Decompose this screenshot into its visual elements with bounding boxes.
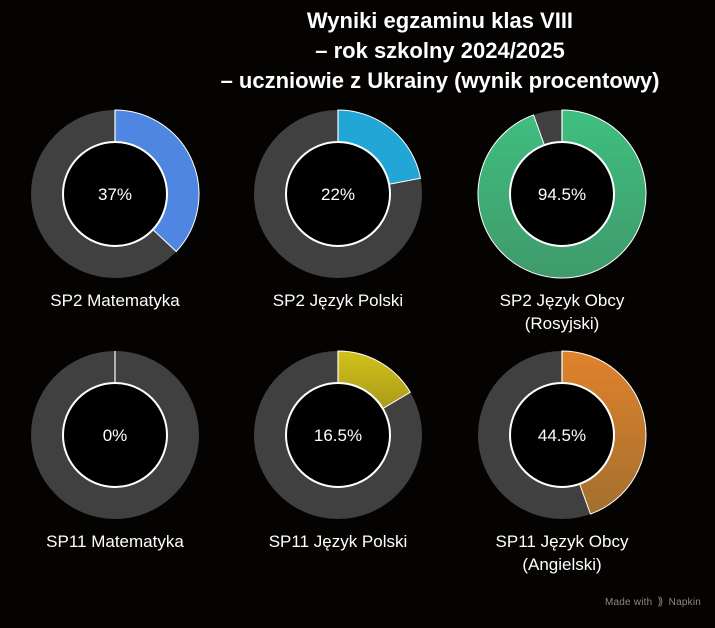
donut-2: 22% <box>254 109 422 278</box>
donut-caption: SP2 Język Polski <box>223 289 453 312</box>
title-line-3: – uczniowie z Ukrainy (wynik procentowy) <box>220 68 660 93</box>
donut-caption-line-1: SP2 Matematyka <box>50 291 180 310</box>
donut-caption-line-2: (Rosyjski) <box>524 314 600 333</box>
donut-caption: SP2 Język Obcy (Rosyjski) <box>447 289 677 335</box>
donut-caption: SP11 Język Polski <box>223 530 453 553</box>
donut-caption-line-1: SP11 Język Polski <box>268 532 408 551</box>
donut-6: 44.5% <box>478 350 647 519</box>
chart-title: Wyniki egzaminu klas VIII – rok szkolny … <box>170 6 710 96</box>
donut-1: 37% <box>31 109 200 278</box>
donut-caption-line-1: SP11 Matematyka <box>46 532 184 551</box>
donut-value-label: 94.5% <box>538 185 586 204</box>
donut-value-label: 22% <box>321 185 355 204</box>
donut-value-label: 44.5% <box>538 426 586 445</box>
donut-hole <box>285 141 391 247</box>
donut-value-label: 0% <box>103 426 128 445</box>
donut-hole <box>509 141 615 247</box>
title-line-1: Wyniki egzaminu klas VIII <box>306 8 574 33</box>
donut-hole <box>285 382 391 488</box>
donut-caption: SP11 Matematyka <box>0 530 230 553</box>
donut-3: 94.5% <box>477 109 647 279</box>
donut-hole <box>62 141 168 247</box>
donut-caption-line-2: (Angielski) <box>522 555 602 574</box>
donut-caption-line-1: SP2 Język Obcy <box>499 291 625 310</box>
watermark: Made with ⟫ Napkin <box>605 595 701 608</box>
watermark-prefix: Made with <box>604 597 653 608</box>
donut-hole <box>62 382 168 488</box>
watermark-brand: Napkin <box>668 597 701 608</box>
donut-hole <box>509 382 615 488</box>
donut-caption-line-1: SP11 Język Obcy <box>495 532 629 551</box>
napkin-icon: ⟫ <box>657 596 664 608</box>
donut-4: 0% <box>31 351 199 519</box>
title-line-2: – rok szkolny 2024/2025 <box>315 38 565 63</box>
donut-value-label: 16.5% <box>314 426 362 445</box>
donut-caption: SP11 Język Obcy (Angielski) <box>447 530 677 576</box>
donut-value-label: 37% <box>98 185 132 204</box>
donut-5: 16.5% <box>254 350 422 519</box>
donut-caption: SP2 Matematyka <box>0 289 230 312</box>
donut-caption-line-1: SP2 Język Polski <box>272 291 404 310</box>
